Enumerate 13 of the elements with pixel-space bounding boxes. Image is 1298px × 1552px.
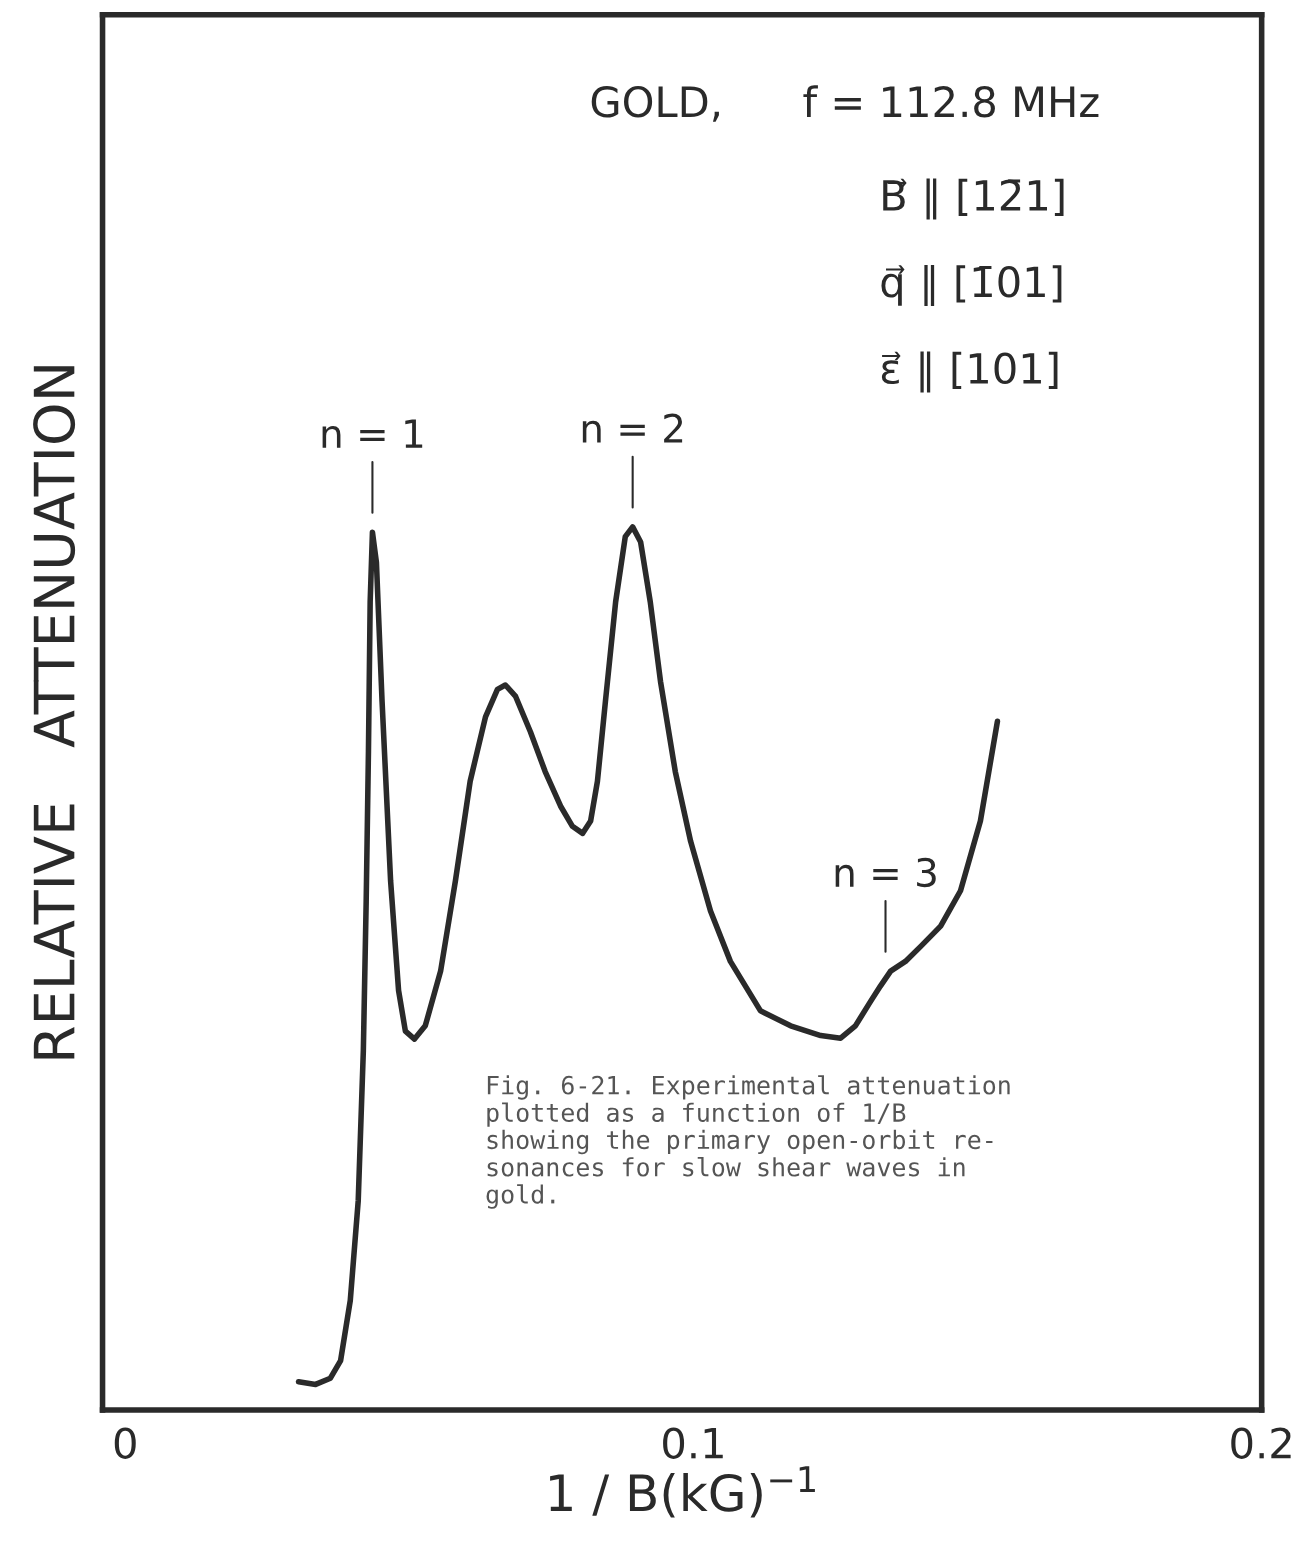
annotation: n = 3 <box>835 857 936 888</box>
annotation: n = 2 <box>582 413 683 443</box>
text: B⃗ ∥ [12̄1] <box>883 178 1064 220</box>
annotation: Fig. 6-21. Experimental attenuation plotted as a function of 1/B showing the primary open-orbit re- sonances for slow shear waves in gold. <box>486 1075 1010 1209</box>
y-axis-title: RELATIVE ATTENUATION <box>33 366 76 1059</box>
text: q⃗ ∥ [1̄01] <box>881 264 1062 306</box>
text: GOLD, f = 112.8 MHz <box>591 85 1099 122</box>
text: ε⃗ ∥ [101] <box>881 351 1058 393</box>
x-tick-label: 0 <box>114 1427 136 1459</box>
annotation: n = 1 <box>322 419 423 448</box>
x-axis-title: 1 / B(kG)$^{−1}$ <box>550 1466 815 1518</box>
x-tick-label: 0.1 <box>663 1427 723 1459</box>
x-tick-label: 0.2 <box>1231 1427 1291 1459</box>
